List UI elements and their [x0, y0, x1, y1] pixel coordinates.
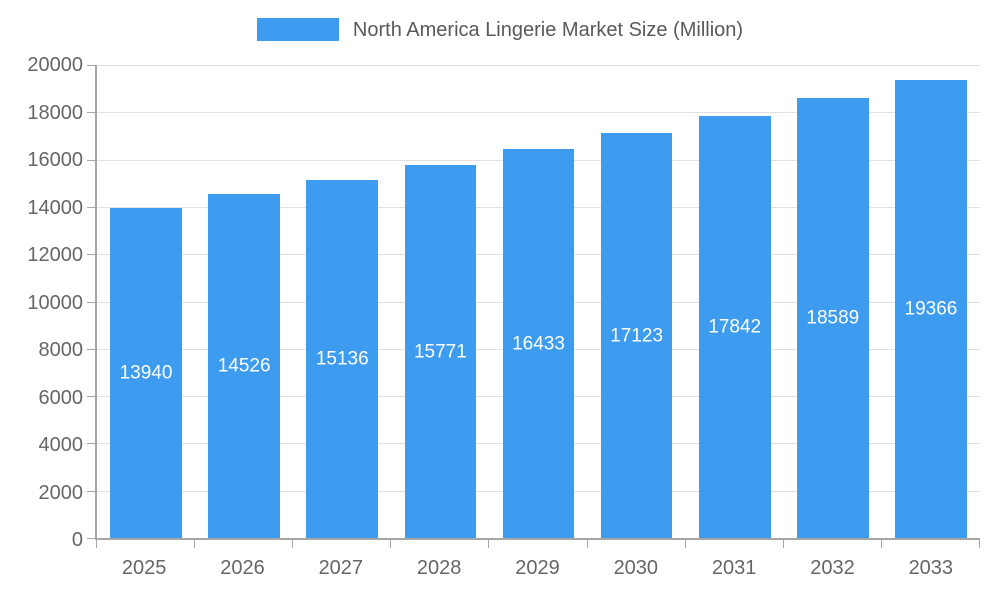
y-axis-tick	[87, 396, 95, 398]
y-axis-tick	[87, 254, 95, 256]
x-axis-tick	[96, 540, 97, 548]
x-axis-tick-label: 2028	[416, 557, 462, 579]
y-axis-tick	[87, 301, 95, 303]
bar-value-label: 19366	[904, 298, 958, 320]
x-axis-tick	[194, 540, 196, 548]
x-axis-tick	[880, 540, 882, 548]
bar-value-label: 15771	[413, 341, 467, 363]
y-axis-tick	[87, 112, 95, 114]
y-axis-tick-label: 14000	[27, 196, 83, 219]
plot-area: 13940 14526 15136 15771 16433 17123 17842 18589…	[87, 65, 980, 548]
bar-value-label: 14526	[217, 355, 271, 377]
gridline	[97, 112, 980, 114]
y-axis-tick-label: 16000	[27, 149, 83, 171]
y-axis-tick-label: 2000	[38, 481, 84, 504]
gridline	[97, 65, 980, 66]
x-axis-tick	[684, 540, 686, 548]
bar-2031: 17842	[698, 116, 771, 538]
x-axis-tick	[390, 540, 392, 548]
x-axis-tick	[979, 540, 980, 548]
x-axis-tick-label: 2027	[318, 557, 364, 579]
x-axis-tick	[488, 540, 490, 548]
x-axis-tick-label: 2030	[613, 557, 659, 579]
legend-label: North America Lingerie Market Size (Mill…	[352, 18, 744, 41]
x-axis-tick-label: 2026	[220, 557, 265, 579]
x-axis-tick-label: 2025	[121, 557, 167, 579]
x-axis-tick	[292, 540, 294, 548]
bar-value-label: 15136	[315, 348, 369, 370]
y-axis-tick-label: 0	[71, 529, 83, 551]
y-axis-tick-label: 18000	[27, 101, 83, 124]
y-axis-tick	[87, 538, 95, 539]
bar-value-label: 17123	[610, 325, 664, 347]
bar-2030: 17123	[600, 133, 673, 538]
y-axis-labels: 0 2000 4000 6000 8000 10000 12000 14000 16000 180…	[0, 55, 84, 550]
y-axis-tick-label: 20000	[27, 54, 83, 76]
x-axis-tick	[586, 540, 588, 548]
bar-2032: 18589	[797, 98, 869, 538]
bar-2025: 13940	[110, 208, 182, 538]
x-axis-tick-label: 2033	[908, 557, 954, 579]
bar-2029: 16433	[502, 149, 575, 538]
legend[interactable]: North America Lingerie Market Size (Mill…	[0, 18, 1000, 41]
y-axis-tick	[87, 159, 95, 161]
y-axis-tick	[87, 65, 95, 66]
legend-swatch	[256, 18, 339, 41]
bar-value-label: 13940	[119, 362, 173, 384]
y-axis-tick-label: 6000	[38, 386, 84, 409]
y-axis-tick	[87, 206, 95, 208]
bar-2028: 15771	[404, 165, 477, 538]
bar-value-label: 16433	[512, 333, 565, 355]
y-axis-tick-label: 4000	[38, 434, 84, 456]
bar-2027: 15136	[306, 180, 379, 538]
x-axis-tick	[782, 540, 784, 548]
x-axis-tick-label: 2032	[810, 557, 855, 579]
x-axis-tick-label: 2029	[515, 557, 560, 579]
bar-value-label: 17842	[708, 316, 762, 338]
bar-2026: 14526	[208, 194, 280, 538]
y-axis-tick-label: 10000	[27, 291, 83, 314]
y-axis-tick	[87, 443, 95, 445]
y-axis-tick-label: 8000	[38, 339, 84, 361]
x-axis-labels: 2025 2026 2027 2028 2029 2030 2031 2032 2033	[95, 556, 980, 586]
bar-value-label: 18589	[806, 307, 860, 329]
bar-2033: 19366	[895, 80, 967, 538]
y-axis-tick	[87, 348, 95, 350]
y-axis-tick	[87, 490, 95, 492]
y-axis-tick-label: 12000	[27, 244, 83, 266]
x-axis-tick-label: 2031	[711, 557, 757, 579]
